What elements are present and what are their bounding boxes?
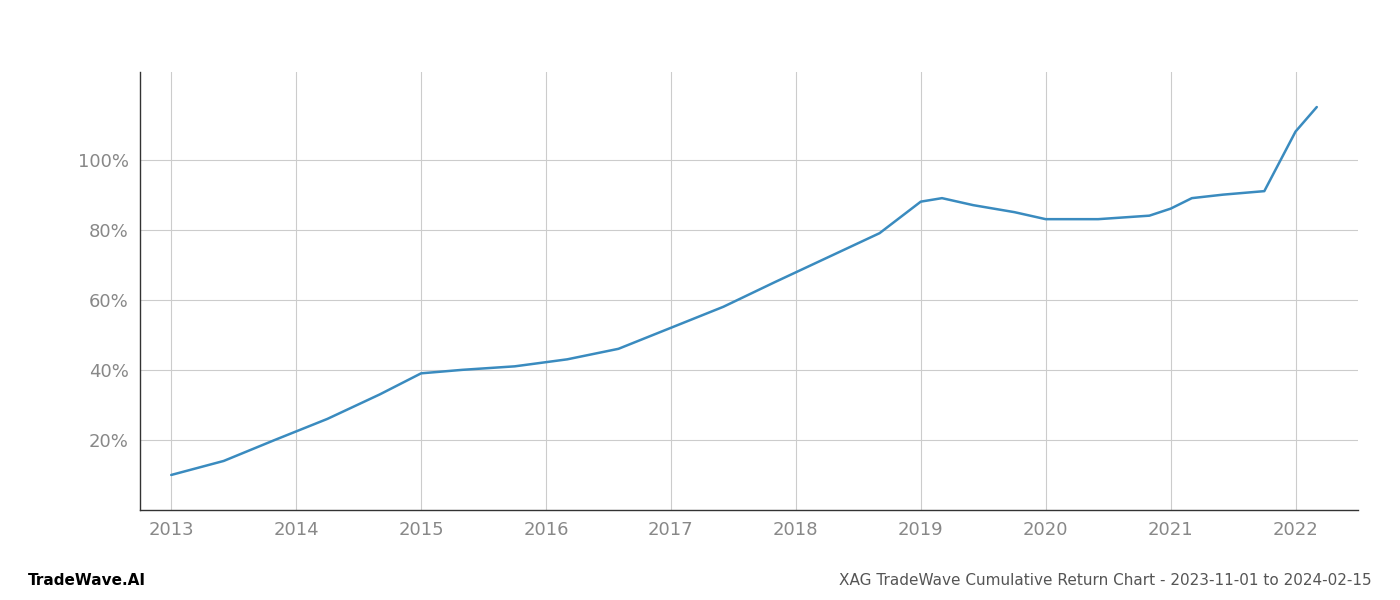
Text: XAG TradeWave Cumulative Return Chart - 2023-11-01 to 2024-02-15: XAG TradeWave Cumulative Return Chart - … (840, 573, 1372, 588)
Text: TradeWave.AI: TradeWave.AI (28, 573, 146, 588)
